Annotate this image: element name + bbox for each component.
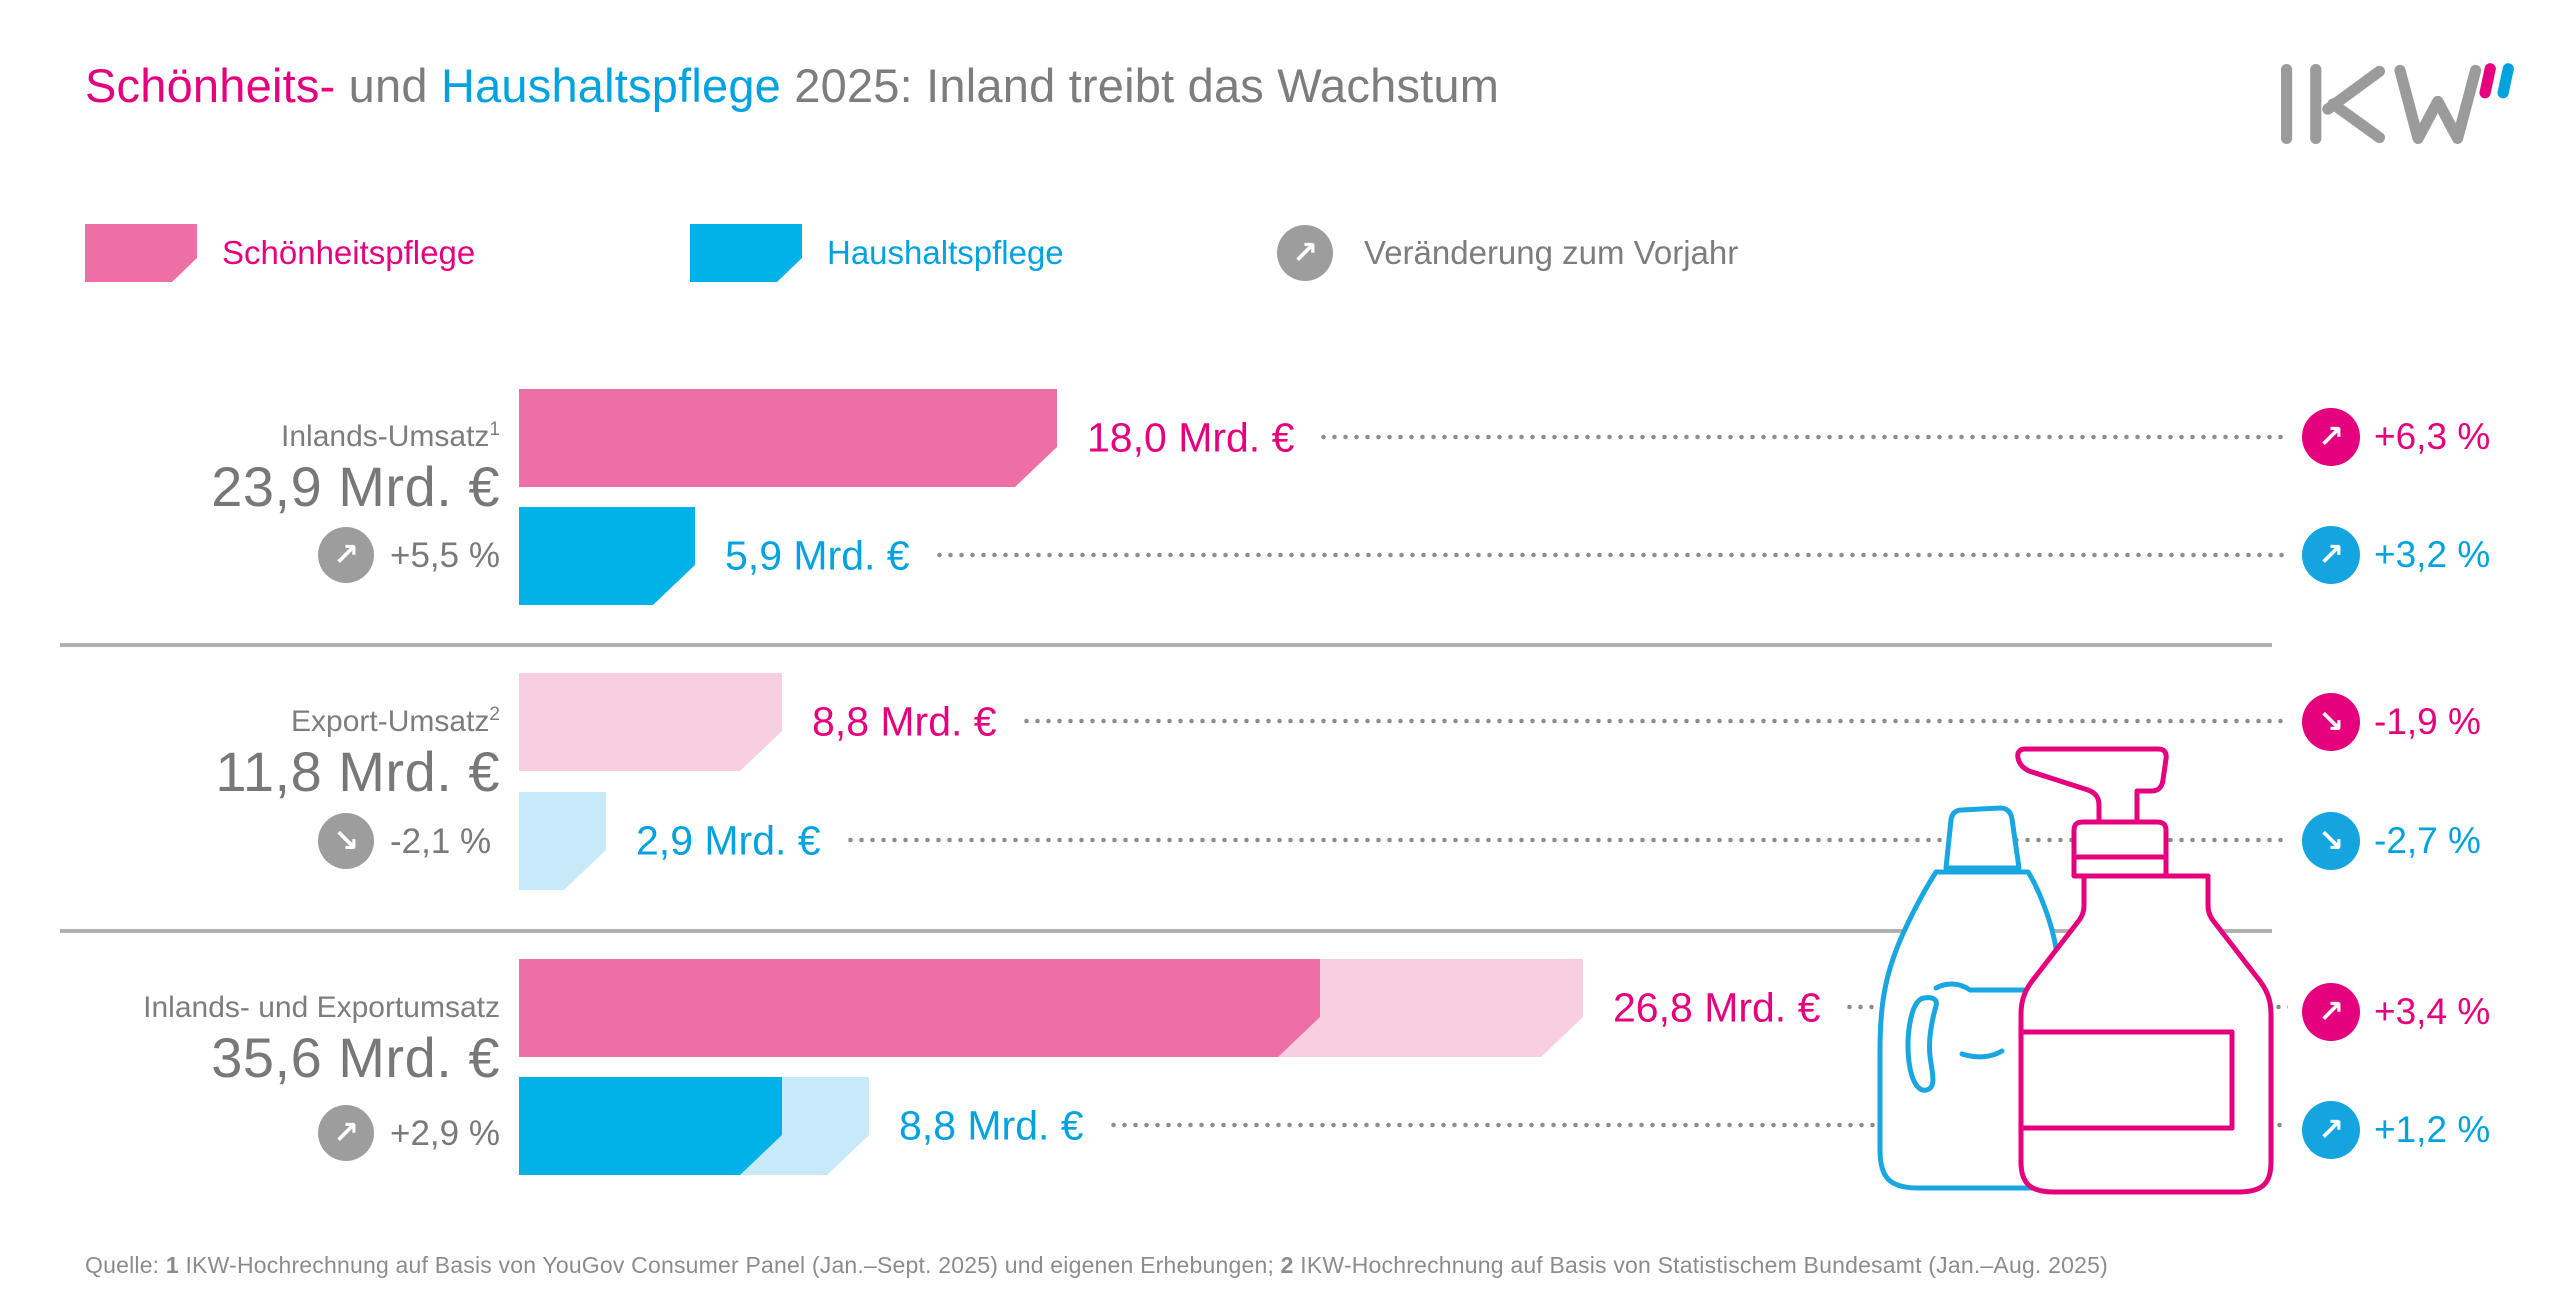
title-beauty: Schönheits-: [85, 59, 336, 112]
change-badge-household-inland: ↗: [2302, 526, 2360, 584]
group-2-change-badge: ↘: [318, 813, 374, 869]
leader-dots: [1021, 718, 2288, 724]
group-2-total: 11,8 Mrd. €: [215, 740, 500, 803]
value-label-beauty-export: 8,8 Mrd. €: [812, 698, 997, 745]
leader-dots: [845, 837, 2288, 843]
value-label-household-total: 8,8 Mrd. €: [899, 1102, 1084, 1149]
arrow-up-right-icon: ↗: [333, 536, 359, 573]
product-bottles-illustration: [1877, 746, 2274, 1195]
divider-line: [60, 929, 2272, 933]
arrow-down-right-icon: ↘: [333, 822, 359, 859]
bar-household-inland: [519, 507, 695, 605]
ikw-logo: [2281, 63, 2514, 144]
leader-dots: [934, 552, 2288, 558]
page-title: Schönheits- und Haushaltspflege 2025: In…: [85, 59, 1500, 112]
leader-dots: [1108, 1122, 2288, 1128]
group-3-total: 35,6 Mrd. €: [211, 1026, 500, 1089]
value-label-beauty-inland: 18,0 Mrd. €: [1087, 414, 1295, 461]
group-3-change-pct: +2,9 %: [390, 1114, 500, 1153]
arrow-up-right-icon: ↗: [1292, 234, 1318, 271]
group-2-change-pct: -2,1 %: [390, 822, 492, 861]
group-1-label-block: Inlands-Umsatz1 23,9 Mrd. €: [40, 412, 500, 519]
group-2-label-block: Export-Umsatz2 11,8 Mrd. €: [40, 697, 500, 804]
group-3-label-block: Inlands- und Exportumsatz 35,6 Mrd. €: [40, 983, 500, 1090]
value-label-beauty-total: 26,8 Mrd. €: [1613, 984, 1821, 1031]
title-household: Haushaltspflege: [440, 59, 782, 112]
group-1-change-pct: +5,5 %: [390, 536, 500, 575]
bar-household-export: [519, 792, 606, 890]
arrow-down-right-icon: ↘: [2318, 703, 2344, 740]
change-badge-beauty-export: ↘: [2302, 693, 2360, 751]
legend-label-beauty: Schönheitspflege: [222, 234, 476, 271]
arrow-up-right-icon: ↗: [2318, 1111, 2344, 1148]
change-pct-beauty-total: +3,4 %: [2374, 991, 2491, 1032]
leader-dots: [1318, 434, 2288, 440]
change-pct-beauty-inland: +6,3 %: [2374, 416, 2491, 457]
bar-beauty-inland: [519, 389, 1057, 487]
group-3-change-badge: ↗: [318, 1105, 374, 1161]
arrow-up-right-icon: ↗: [333, 1114, 359, 1151]
bar-household-total: [519, 1077, 782, 1175]
change-badge-beauty-total: ↗: [2302, 983, 2360, 1041]
group-1-change-badge: ↗: [318, 527, 374, 583]
change-badge-beauty-inland: ↗: [2302, 408, 2360, 466]
group-1-total: 23,9 Mrd. €: [211, 455, 500, 518]
change-pct-household-inland: +3,2 %: [2374, 534, 2491, 575]
group-1-label: Inlands-Umsatz1: [281, 419, 500, 453]
divider-line: [60, 643, 2272, 647]
legend-swatch-household: [690, 224, 802, 282]
arrow-down-right-icon: ↘: [2318, 822, 2344, 859]
arrow-up-right-icon: ↗: [2318, 418, 2344, 455]
legend-label-change: Veränderung zum Vorjahr: [1364, 234, 1739, 271]
change-pct-household-export: -2,7 %: [2374, 820, 2481, 861]
change-pct-household-total: +1,2 %: [2374, 1109, 2491, 1150]
source-note: Quelle: 1 IKW-Hochrechnung auf Basis von…: [85, 1252, 2108, 1278]
pump-bottle-icon: [2015, 746, 2274, 1195]
legend-change-badge: ↗: [1277, 225, 1333, 281]
change-badge-household-total: ↗: [2302, 1101, 2360, 1159]
bar-beauty-total: [519, 959, 1320, 1057]
arrow-up-right-icon: ↗: [2318, 536, 2344, 573]
value-label-household-inland: 5,9 Mrd. €: [725, 532, 910, 579]
change-pct-beauty-export: -1,9 %: [2374, 701, 2481, 742]
detergent-bottle-icon: [1877, 805, 2067, 1191]
value-label-household-export: 2,9 Mrd. €: [636, 817, 821, 864]
bar-beauty-export: [519, 673, 782, 771]
group-2-label: Export-Umsatz2: [291, 704, 500, 738]
legend-swatch-beauty: [85, 224, 197, 282]
group-3-label: Inlands- und Exportumsatz: [143, 991, 500, 1024]
change-badge-household-export: ↘: [2302, 812, 2360, 870]
arrow-up-right-icon: ↗: [2318, 993, 2344, 1030]
legend-label-household: Haushaltspflege: [827, 234, 1064, 271]
